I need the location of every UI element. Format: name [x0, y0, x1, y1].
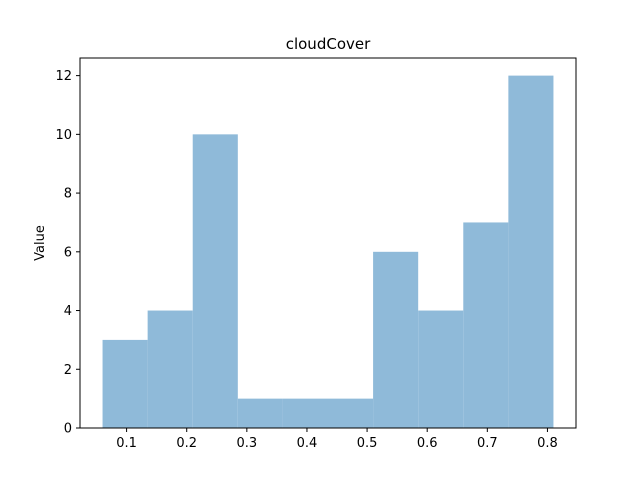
y-tick-label: 10 — [55, 128, 72, 143]
histogram-bar — [373, 251, 419, 428]
y-tick-label: 8 — [64, 187, 72, 202]
histogram-bar — [282, 398, 328, 428]
histogram-bar — [418, 310, 464, 428]
x-tick-label: 0.3 — [236, 436, 257, 451]
histogram-bar — [102, 339, 148, 428]
bars-group — [102, 75, 554, 428]
x-tick-label: 0.5 — [357, 436, 378, 451]
x-tick-label: 0.1 — [116, 436, 137, 451]
y-tick-label: 12 — [55, 69, 72, 84]
histogram-bar — [508, 75, 554, 428]
histogram-bar — [463, 222, 509, 428]
y-tick-label: 6 — [64, 245, 72, 260]
y-tick-label: 4 — [64, 304, 72, 319]
y-tick-label: 0 — [64, 422, 72, 437]
chart-title: cloudCover — [286, 35, 371, 53]
x-tick-label: 0.4 — [297, 436, 318, 451]
x-tick-label: 0.8 — [537, 436, 558, 451]
histogram-bar — [237, 398, 283, 428]
x-axis-ticks: 0.1 0.2 0.3 0.4 0.5 0.6 0.7 0.8 — [116, 428, 558, 451]
plot-frame — [79, 57, 577, 429]
x-tick-label: 0.2 — [176, 436, 197, 451]
histogram-bar — [192, 134, 238, 428]
histogram-bar — [147, 310, 193, 428]
x-tick-label: 0.6 — [417, 436, 438, 451]
histogram-bar — [328, 398, 374, 428]
y-axis-ticks: 0 2 4 6 8 10 12 — [55, 69, 80, 437]
y-tick-label: 2 — [64, 363, 72, 378]
x-tick-label: 0.7 — [477, 436, 498, 451]
y-axis-label: Value — [33, 225, 48, 261]
